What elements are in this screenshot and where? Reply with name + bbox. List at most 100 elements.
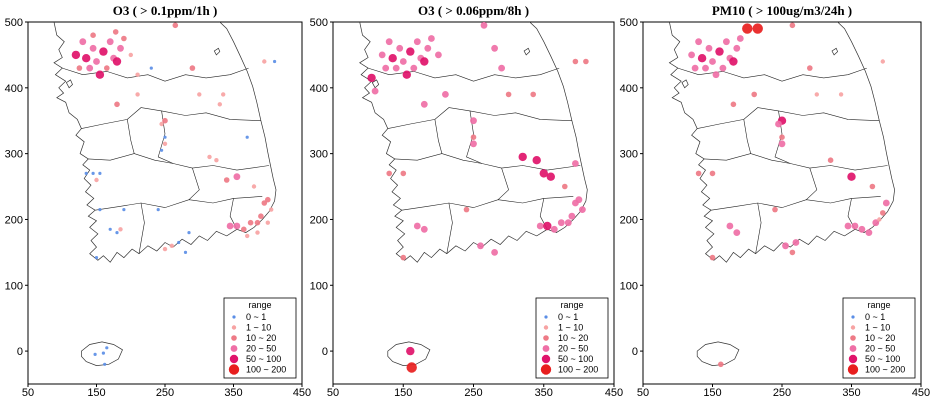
station-point <box>470 134 477 140</box>
station-point <box>367 73 376 83</box>
station-point <box>378 51 386 59</box>
station-point <box>79 38 87 46</box>
y-tick-label: 100 <box>310 280 328 292</box>
station-point <box>505 91 512 98</box>
x-tick-label: 250 <box>464 387 482 399</box>
legend-entry: 0 ~ 1 <box>246 312 266 322</box>
y-tick-label: 0 <box>17 346 23 358</box>
station-point <box>117 44 124 52</box>
island-outline <box>523 47 531 56</box>
station-point <box>106 38 114 46</box>
station-point <box>695 38 702 46</box>
y-tick-label: 200 <box>620 214 638 226</box>
station-point <box>402 70 411 79</box>
legend-entry: 10 ~ 20 <box>558 333 588 343</box>
province-boundary <box>446 202 453 254</box>
station-point <box>101 351 105 355</box>
x-tick-label: 350 <box>535 387 553 399</box>
station-point <box>118 227 123 232</box>
station-point <box>406 362 417 373</box>
station-point <box>400 254 407 261</box>
station-point <box>775 120 782 128</box>
x-tick-label: 350 <box>842 387 860 399</box>
station-point <box>221 92 226 97</box>
x-tick-label: 150 <box>703 387 721 399</box>
legend-swatch <box>847 364 859 375</box>
mainland-coastline <box>359 22 588 263</box>
y-tick-label: 300 <box>5 149 23 161</box>
x-tick-label: 450 <box>605 387 623 399</box>
station-point <box>726 222 734 230</box>
station-point <box>241 226 247 233</box>
y-tick-label: 100 <box>5 280 23 292</box>
station-point <box>702 64 709 72</box>
station-point <box>752 23 763 34</box>
station-point <box>265 196 271 203</box>
legend-swatch <box>544 315 548 319</box>
station-point <box>226 222 234 230</box>
station-point <box>258 213 264 219</box>
station-point <box>115 231 119 235</box>
station-point <box>183 250 188 254</box>
province-boundary <box>677 67 867 82</box>
legend-swatch <box>228 364 240 375</box>
station-point <box>94 177 99 183</box>
station-point <box>470 117 477 125</box>
station-point <box>269 207 274 212</box>
station-point <box>742 23 753 34</box>
station-point <box>718 361 724 368</box>
province-boundary <box>138 202 145 254</box>
station-point <box>562 183 568 190</box>
station-point <box>575 196 583 204</box>
station-point <box>530 91 536 98</box>
province-boundary <box>387 107 572 129</box>
station-point <box>736 35 744 42</box>
legend-entry: 1 ~ 10 <box>246 323 271 333</box>
legend-title: range <box>248 300 271 310</box>
station-point <box>95 70 105 79</box>
station-point <box>89 44 97 52</box>
station-point <box>99 47 108 56</box>
mainland-coastline <box>668 22 895 263</box>
station-point <box>247 219 254 226</box>
province-boundary <box>95 196 263 211</box>
station-point <box>858 225 866 233</box>
province-boundary <box>127 119 135 154</box>
station-point <box>550 225 558 233</box>
station-point <box>245 233 250 239</box>
station-point <box>442 91 449 98</box>
station-point <box>568 212 576 220</box>
station-point <box>872 219 880 227</box>
legend-title: range <box>560 300 583 310</box>
station-point <box>382 64 390 72</box>
station-point <box>207 154 212 160</box>
province-boundary <box>711 196 881 211</box>
station-point <box>172 22 179 29</box>
station-point <box>420 100 428 108</box>
station-point <box>135 92 140 97</box>
station-point <box>386 170 393 177</box>
y-tick-label: 500 <box>310 17 328 29</box>
station-point <box>262 59 267 64</box>
station-point <box>413 222 421 230</box>
x-tick-label: 50 <box>327 387 339 399</box>
station-point <box>94 256 99 260</box>
island-outline <box>65 79 73 89</box>
y-tick-label: 400 <box>620 83 638 95</box>
station-point <box>865 229 873 237</box>
station-point <box>149 66 153 70</box>
y-tick-label: 200 <box>310 214 328 226</box>
station-point <box>697 54 707 63</box>
station-point <box>86 64 94 72</box>
province-boundary <box>434 119 443 154</box>
legend-title: range <box>867 300 890 310</box>
station-point <box>751 91 757 98</box>
province-boundary <box>704 153 888 171</box>
legend-entry: 100 ~ 200 <box>865 365 905 375</box>
station-point <box>789 22 796 29</box>
station-point <box>197 92 202 97</box>
station-point <box>463 206 470 213</box>
legend-entry: 1 ~ 10 <box>865 323 890 333</box>
station-point <box>406 346 415 356</box>
